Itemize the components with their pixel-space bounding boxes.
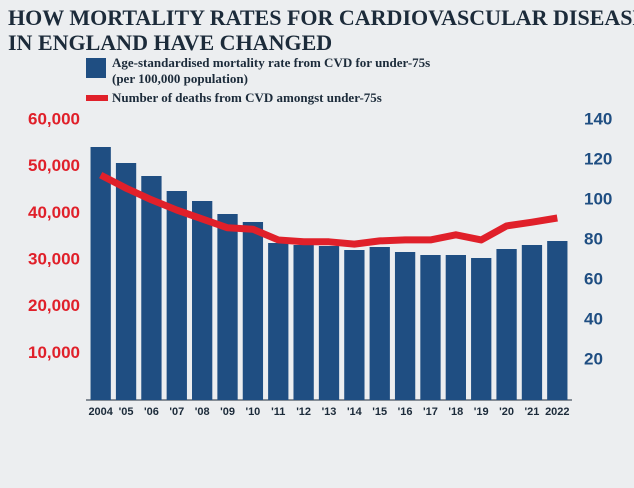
x-tick-label: '12 [296, 406, 311, 418]
bar [344, 250, 365, 400]
bar [521, 245, 543, 400]
y2-tick-label: 20 [584, 349, 603, 368]
bar [369, 247, 390, 400]
bar [496, 249, 517, 400]
chart-subtitle: IN ENGLAND HAVE CHANGED [8, 30, 332, 55]
y-tick-label: 20,000 [28, 296, 80, 315]
x-tick-label: '08 [195, 406, 210, 418]
x-tick-label: '06 [144, 406, 159, 418]
bar [394, 252, 416, 400]
bar [318, 246, 340, 400]
x-tick-label: '21 [525, 406, 540, 418]
x-tick-label: '20 [499, 406, 514, 418]
legend-label-box: Age-standardised mortality rate from CVD… [112, 55, 431, 86]
bar [141, 176, 162, 400]
x-tick-label: '17 [423, 406, 438, 418]
legend-swatch [86, 95, 108, 101]
bar [217, 214, 238, 400]
y2-tick-label: 40 [584, 309, 603, 328]
line [99, 171, 558, 248]
x-tick-label: '19 [474, 406, 489, 418]
bar [90, 147, 111, 400]
bar [115, 163, 137, 400]
legend-label: Age-standardised mortality rate from CVD… [112, 55, 431, 86]
bar [547, 241, 568, 400]
x-tick-label: '13 [322, 406, 337, 418]
x-tick-label: '07 [169, 406, 184, 418]
x-tick-label: '11 [271, 406, 285, 418]
y-tick-label: 10,000 [28, 343, 80, 362]
bar [445, 255, 466, 400]
y-tick-label: 40,000 [28, 203, 80, 222]
legend-swatch [86, 58, 106, 78]
bar [192, 201, 213, 400]
y2-tick-label: 120 [584, 149, 612, 168]
bar [268, 243, 289, 400]
x-tick-label: '18 [448, 406, 463, 418]
y2-tick-label: 60 [584, 269, 603, 288]
bar [293, 245, 314, 400]
y-tick-label: 50,000 [28, 156, 80, 175]
legend-label: Number of deaths from CVD amongst under-… [112, 90, 382, 105]
x-tick-label: '05 [119, 406, 134, 418]
y2-tick-label: 100 [584, 189, 612, 208]
bar [471, 258, 492, 400]
x-tick-label: '16 [398, 406, 413, 418]
x-tick-label: 2004 [88, 406, 113, 418]
chart-title: HOW MORTALITY RATES FOR CARDIOVASCULAR D… [8, 5, 634, 30]
x-tick-label: '10 [245, 406, 260, 418]
y2-tick-label: 140 [584, 109, 612, 128]
y-tick-label: 30,000 [28, 249, 80, 268]
x-tick-label: 2022 [545, 406, 569, 418]
y2-tick-label: 80 [584, 229, 603, 248]
x-tick-label: '09 [220, 406, 235, 418]
x-tick-label: '14 [347, 406, 363, 418]
bar [242, 222, 264, 400]
y-tick-label: 60,000 [28, 109, 80, 128]
bar [420, 255, 441, 400]
x-tick-label: '15 [372, 406, 387, 418]
bar [166, 191, 187, 400]
